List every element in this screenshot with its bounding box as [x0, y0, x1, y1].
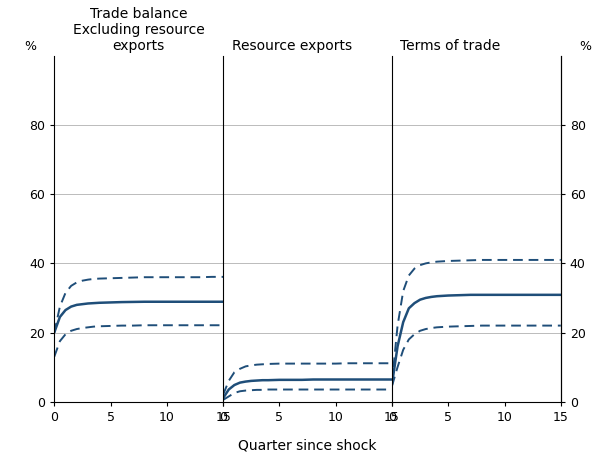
Text: Resource exports: Resource exports: [232, 40, 352, 54]
Text: Quarter since shock: Quarter since shock: [238, 439, 377, 453]
Text: Terms of trade: Terms of trade: [400, 40, 500, 54]
Text: %: %: [24, 40, 36, 53]
Title: Trade balance
Excluding resource
exports: Trade balance Excluding resource exports: [73, 7, 204, 54]
Text: %: %: [579, 40, 591, 53]
